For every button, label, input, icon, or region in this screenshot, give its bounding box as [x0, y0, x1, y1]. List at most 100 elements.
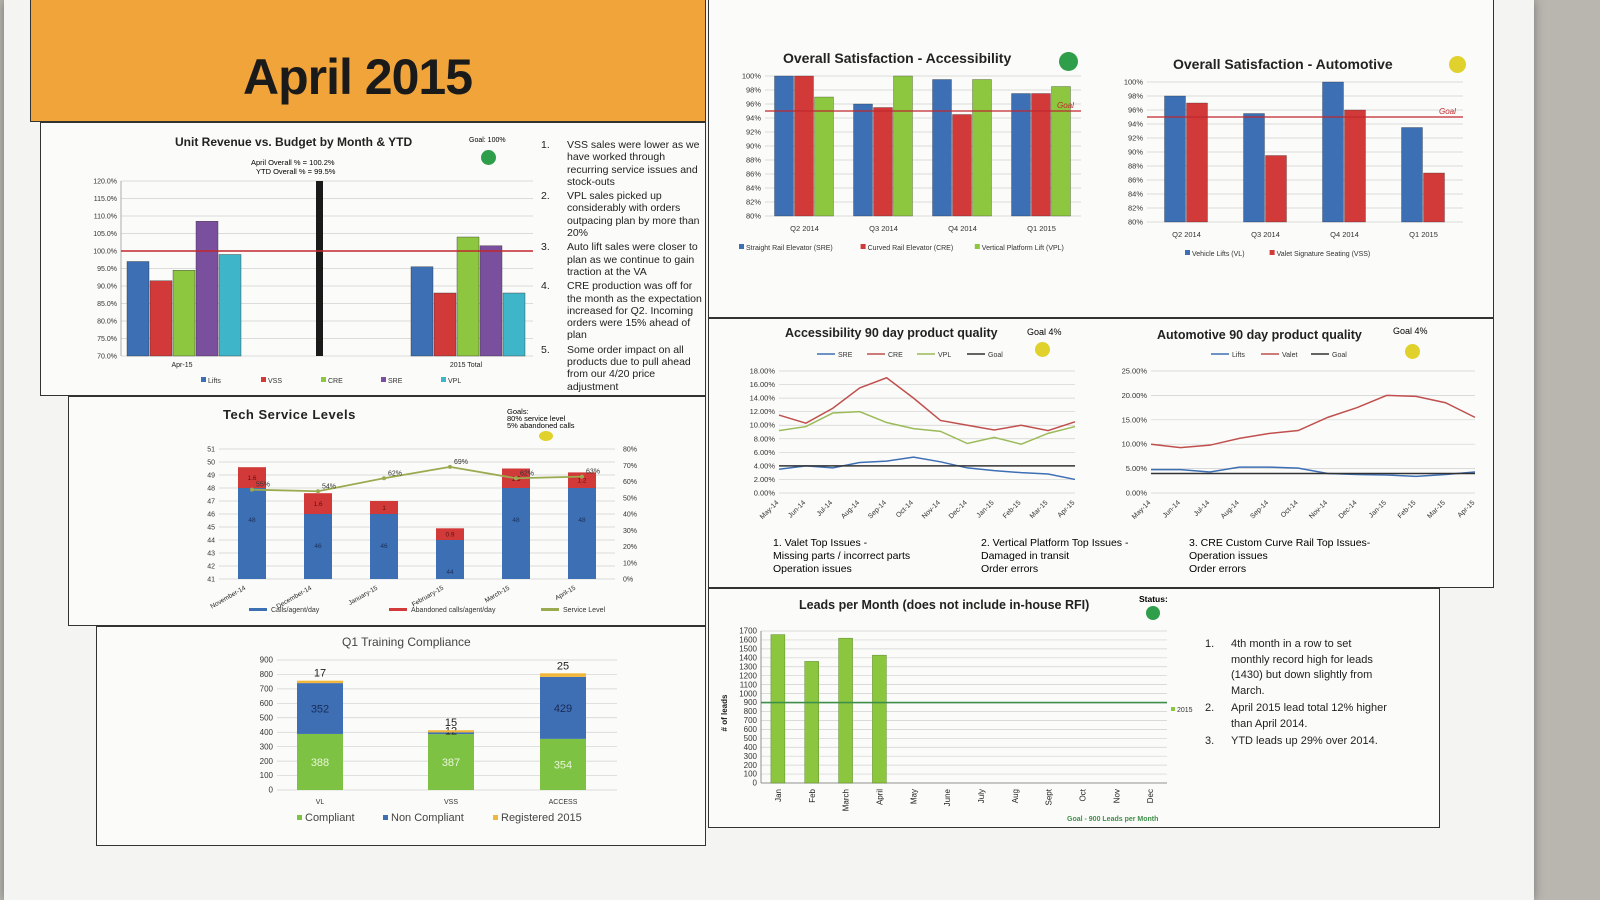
acc-quality-y-tick: 14.00% — [750, 394, 776, 403]
auto-quality-legend-label: Goal — [1332, 352, 1347, 359]
tech-abandoned-label: 1 — [382, 505, 386, 512]
acc-quality-legend-label: SRE — [838, 352, 853, 359]
unit-revenue-title: Unit Revenue vs. Budget by Month & YTD — [175, 135, 413, 149]
tech-service-level-point — [382, 476, 386, 481]
leads-x-tick: June — [943, 788, 952, 806]
unit-revenue-note-5: 5. Some order impact on all products due … — [541, 344, 703, 393]
tech-service-y2-tick: 80% — [623, 447, 637, 454]
auto-quality-chart: 0.00% 5.00% 10.00% 15.00% 20.00% 25.00% May-14… — [1122, 352, 1477, 521]
auto-quality-legend-label: Lifts — [1232, 352, 1245, 359]
acc-quality-status-icon — [1035, 342, 1050, 357]
training-y-tick: 200 — [260, 757, 274, 766]
unit-revenue-x-tick: Apr-15 — [171, 362, 192, 369]
acc-quality-y-tick: 0.00% — [754, 489, 776, 498]
leads-note-2: 2. April 2015 lead total 12% higher than … — [1205, 701, 1391, 732]
training-bar — [428, 730, 474, 733]
unit-revenue-note-number: 4. — [541, 280, 550, 293]
auto-quality-x-tick: Aug-14 — [1220, 499, 1241, 520]
auto-quality-title: Automotive 90 day product quality — [1157, 328, 1362, 342]
acc-quality-x-tick: Jul-14 — [816, 499, 835, 518]
training-legend-label: Non Compliant — [391, 812, 464, 824]
acc-quality-legend-label: Goal — [988, 352, 1003, 359]
leads-y-tick: 1500 — [739, 645, 757, 654]
leads-x-tick: Jan — [774, 789, 783, 802]
unit-revenue-y-tick: 75.0% — [97, 336, 117, 343]
tech-service-y2-tick: 40% — [623, 512, 637, 519]
unit-revenue-legend-swatch — [201, 377, 206, 382]
training-panel: Q1 Training Compliance 0 100 200 300 400 500 6… — [96, 626, 706, 846]
leads-legend-swatch — [1171, 707, 1175, 711]
unit-revenue-bar — [410, 266, 434, 357]
tech-service-y-tick: 43 — [207, 550, 215, 557]
auto-satisfaction-x-tick: Q3 2014 — [1251, 230, 1280, 239]
leads-note-text: 4th month in a row to set monthly record… — [1231, 638, 1373, 697]
acc-quality-x-tick: Feb-15 — [1002, 499, 1023, 520]
tech-service-y-tick: 45 — [207, 524, 215, 531]
satisfaction-panel: Overall Satisfaction - Accessibility 80%… — [708, 0, 1494, 318]
tech-calls-bar — [304, 514, 332, 579]
auto-quality-line — [1150, 394, 1476, 449]
auto-quality-y-tick: 5.00% — [1126, 464, 1148, 473]
acc-satisfaction-chart: 80% 82% 84% 86% 88% 90% 92% 94% 96% 98% 100% Q2 201… — [739, 72, 1081, 252]
unit-revenue-bar — [126, 261, 150, 357]
training-x-tick: VSS — [444, 799, 458, 806]
acc-satisfaction-bar — [1051, 86, 1071, 217]
leads-x-tick: July — [977, 789, 986, 803]
acc-satisfaction-bar — [1011, 93, 1031, 217]
unit-revenue-bar — [172, 270, 196, 357]
auto-satisfaction-y-tick: 98% — [1128, 92, 1143, 101]
tech-service-goals-2: 80% service level — [507, 414, 566, 423]
acc-satisfaction-y-tick: 90% — [746, 142, 761, 151]
tech-abandoned-bar — [238, 467, 266, 488]
acc-quality-legend-label: VPL — [938, 352, 951, 359]
unit-revenue-bar — [149, 280, 173, 357]
auto-quality-status-icon — [1405, 344, 1420, 359]
tech-abandoned-bar — [304, 493, 332, 514]
auto-satisfaction-bar — [1344, 109, 1366, 223]
leads-panel: Leads per Month (does not include in-hou… — [708, 588, 1440, 828]
acc-satisfaction-goal-label: Goal — [1057, 101, 1074, 110]
training-y-tick: 900 — [260, 656, 274, 665]
tech-abandoned-label: 1.6 — [247, 475, 256, 482]
unit-revenue-y-tick: 95.0% — [97, 266, 117, 273]
training-legend-label: Registered 2015 — [501, 812, 582, 824]
auto-quality-x-tick: Oct-14 — [1280, 499, 1300, 519]
unit-revenue-note-number: 3. — [541, 241, 550, 254]
acc-satisfaction-legend-swatch — [974, 244, 980, 249]
training-bar — [428, 732, 474, 735]
auto-satisfaction-bar — [1423, 172, 1445, 223]
tech-service-y-tick: 49 — [207, 472, 215, 479]
acc-quality-x-tick: Mar-15 — [1029, 499, 1050, 520]
leads-bar — [872, 654, 887, 784]
leads-y-tick: 1300 — [739, 662, 757, 671]
poster-sheet: April 2015 Unit Revenue vs. Budget by Mo… — [4, 0, 1534, 900]
leads-y-tick: 1200 — [739, 671, 757, 680]
leads-notes: 1. 4th month in a row to set monthly reco… — [1205, 637, 1391, 752]
training-y-tick: 800 — [260, 670, 274, 679]
unit-revenue-y-tick: 110.0% — [94, 213, 117, 220]
auto-satisfaction-bar — [1164, 95, 1186, 223]
training-value-label: 15 — [445, 717, 457, 729]
top-issue-2-line2: Damaged in transit — [981, 550, 1070, 562]
auto-quality-x-tick: Mar-15 — [1426, 499, 1447, 520]
acc-satisfaction-bar — [893, 75, 913, 217]
tech-service-y2-tick: 0% — [623, 577, 633, 584]
acc-quality-y-tick: 10.00% — [750, 421, 776, 430]
tech-calls-bar — [502, 488, 530, 579]
acc-quality-x-tick: Jun-14 — [787, 499, 807, 519]
acc-satisfaction-bar — [972, 79, 992, 217]
acc-quality-line — [778, 456, 1076, 481]
unit-revenue-legend-label: SRE — [388, 378, 403, 385]
unit-revenue-chart: 70.0% 75.0% 80.0% 85.0% 90.0% 95.0% 100.0% 105.… — [93, 178, 533, 385]
leads-x-tick: Aug — [1011, 789, 1020, 803]
tech-service-level-point — [514, 476, 518, 481]
header-panel: April 2015 — [30, 0, 706, 122]
leads-goal-label: Goal - 900 Leads per Month — [1067, 816, 1158, 823]
unit-revenue-note-number: 2. — [541, 190, 550, 203]
training-y-tick: 600 — [260, 699, 274, 708]
tech-service-y-tick: 50 — [207, 459, 215, 466]
leads-y-tick: 500 — [744, 734, 758, 743]
tech-service-x-tick: February-15 — [411, 584, 445, 608]
training-value-label: 17 — [314, 668, 326, 680]
training-value-label: 354 — [554, 759, 572, 771]
